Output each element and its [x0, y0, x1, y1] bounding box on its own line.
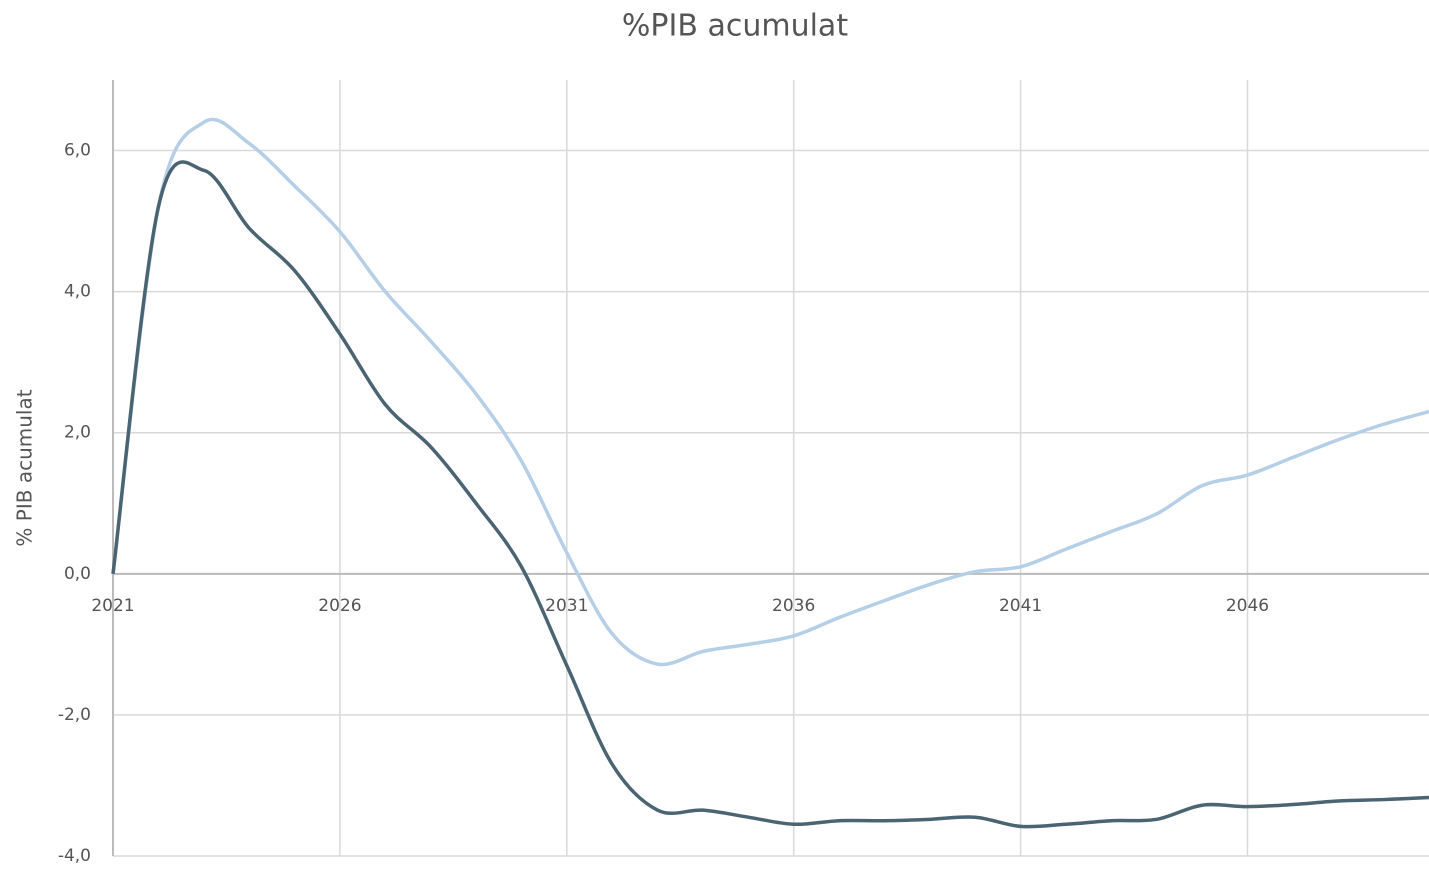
x-tick-label: 2036	[772, 596, 815, 616]
y-tick-label: -4,0	[58, 846, 91, 866]
y-axis-label: % PIB acumulat	[13, 389, 37, 546]
y-tick-label: 2,0	[64, 423, 91, 443]
chart-title: %PIB acumulat	[622, 9, 848, 44]
x-tick-label: 2031	[545, 596, 588, 616]
x-tick-label: 2041	[999, 596, 1042, 616]
series-line	[111, 160, 1429, 829]
y-tick-label: 4,0	[64, 282, 91, 302]
y-tick-label: -2,0	[58, 705, 91, 725]
x-tick-label: 2046	[1226, 596, 1269, 616]
x-tick-label: 2026	[318, 596, 361, 616]
y-tick-label: 0,0	[64, 564, 91, 584]
y-tick-label: 6,0	[64, 141, 91, 161]
series-line	[111, 117, 1429, 667]
